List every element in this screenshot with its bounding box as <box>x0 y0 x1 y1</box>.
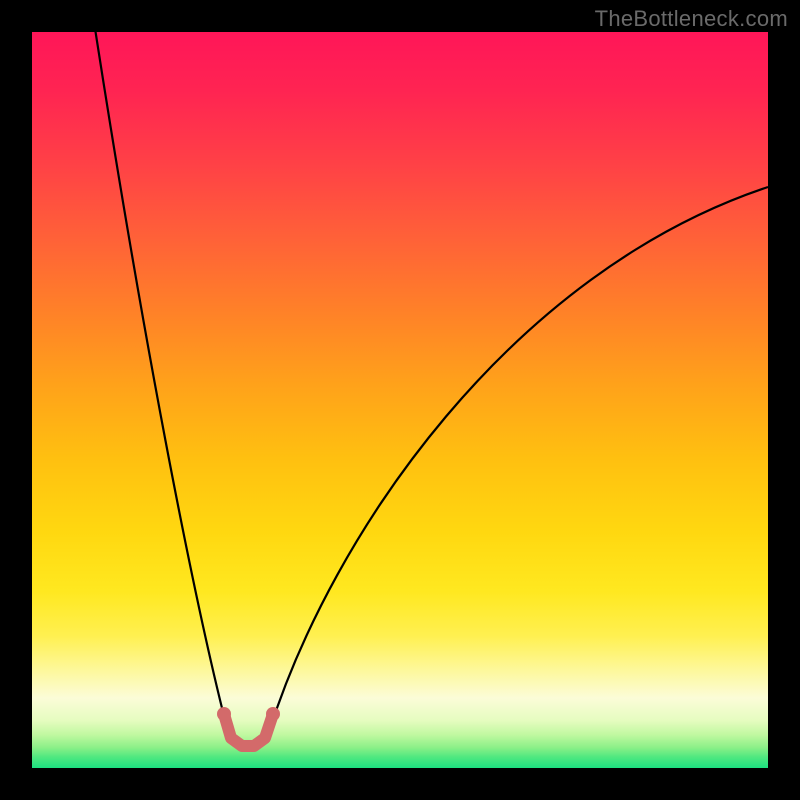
marker-dot-right <box>266 707 280 721</box>
curve-right-branch <box>269 187 768 732</box>
bottleneck-chart <box>32 32 768 768</box>
marker-dot-left <box>217 707 231 721</box>
watermark-text: TheBottleneck.com <box>595 6 788 32</box>
curve-left-branch <box>94 32 228 732</box>
bottleneck-marker <box>224 714 273 746</box>
curve-overlay <box>32 32 768 768</box>
